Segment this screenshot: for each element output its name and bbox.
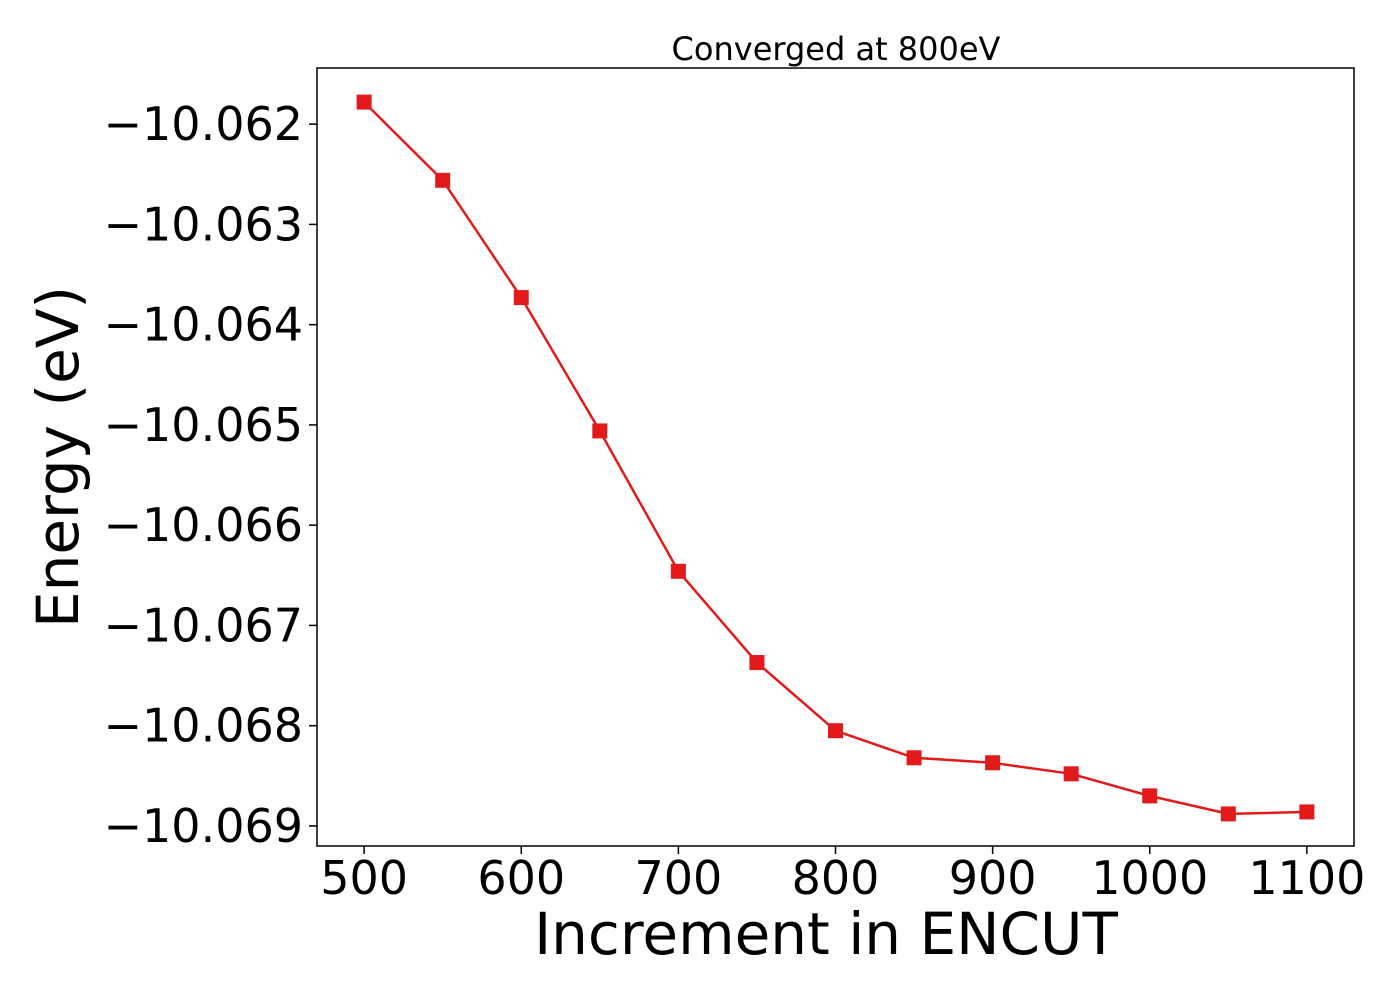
y-tick-label: −10.069 bbox=[104, 799, 304, 853]
data-point-marker bbox=[1220, 806, 1236, 822]
y-axis-ticks: −10.062 −10.063 −10.064 −10.065 −10.066 −10.0… bbox=[104, 97, 317, 853]
data-point-marker bbox=[356, 94, 372, 110]
y-tick-label: −10.067 bbox=[104, 598, 304, 652]
y-tick-label: −10.063 bbox=[104, 197, 304, 251]
data-point-marker bbox=[749, 655, 765, 671]
y-tick-label: −10.064 bbox=[104, 298, 304, 352]
y-tick-label: −10.065 bbox=[104, 398, 304, 452]
x-tick-label: 600 bbox=[477, 851, 565, 905]
x-tick-label: 1000 bbox=[1091, 851, 1208, 905]
series-line bbox=[363, 101, 1307, 816]
x-tick-label: 800 bbox=[792, 851, 880, 905]
x-tick-label: 700 bbox=[634, 851, 722, 905]
x-axis-label: Increment in ENCUT bbox=[534, 900, 1118, 968]
data-point-marker bbox=[1063, 766, 1079, 782]
data-point-marker bbox=[906, 750, 922, 766]
data-point-marker bbox=[592, 423, 608, 439]
x-tick-label: 1100 bbox=[1248, 851, 1365, 905]
data-point-marker bbox=[435, 172, 451, 188]
series-layer bbox=[356, 94, 1315, 822]
data-point-marker bbox=[1142, 788, 1158, 804]
y-tick-label: −10.068 bbox=[104, 699, 304, 753]
data-point-marker bbox=[985, 755, 1001, 771]
y-tick-label: −10.066 bbox=[104, 498, 304, 552]
y-axis-label: Energy (eV) bbox=[24, 286, 92, 628]
data-point-marker bbox=[828, 723, 843, 739]
data-point-marker bbox=[670, 563, 686, 579]
y-tick-label: −10.062 bbox=[104, 97, 304, 151]
chart-title: Converged at 800eV bbox=[672, 30, 1001, 68]
x-tick-label: 900 bbox=[949, 851, 1037, 905]
data-point-marker bbox=[513, 290, 529, 306]
x-axis-ticks: 500 600 700 800 900 1000 1100 bbox=[320, 846, 1365, 905]
x-tick-label: 500 bbox=[320, 851, 408, 905]
data-point-marker bbox=[1299, 804, 1315, 820]
